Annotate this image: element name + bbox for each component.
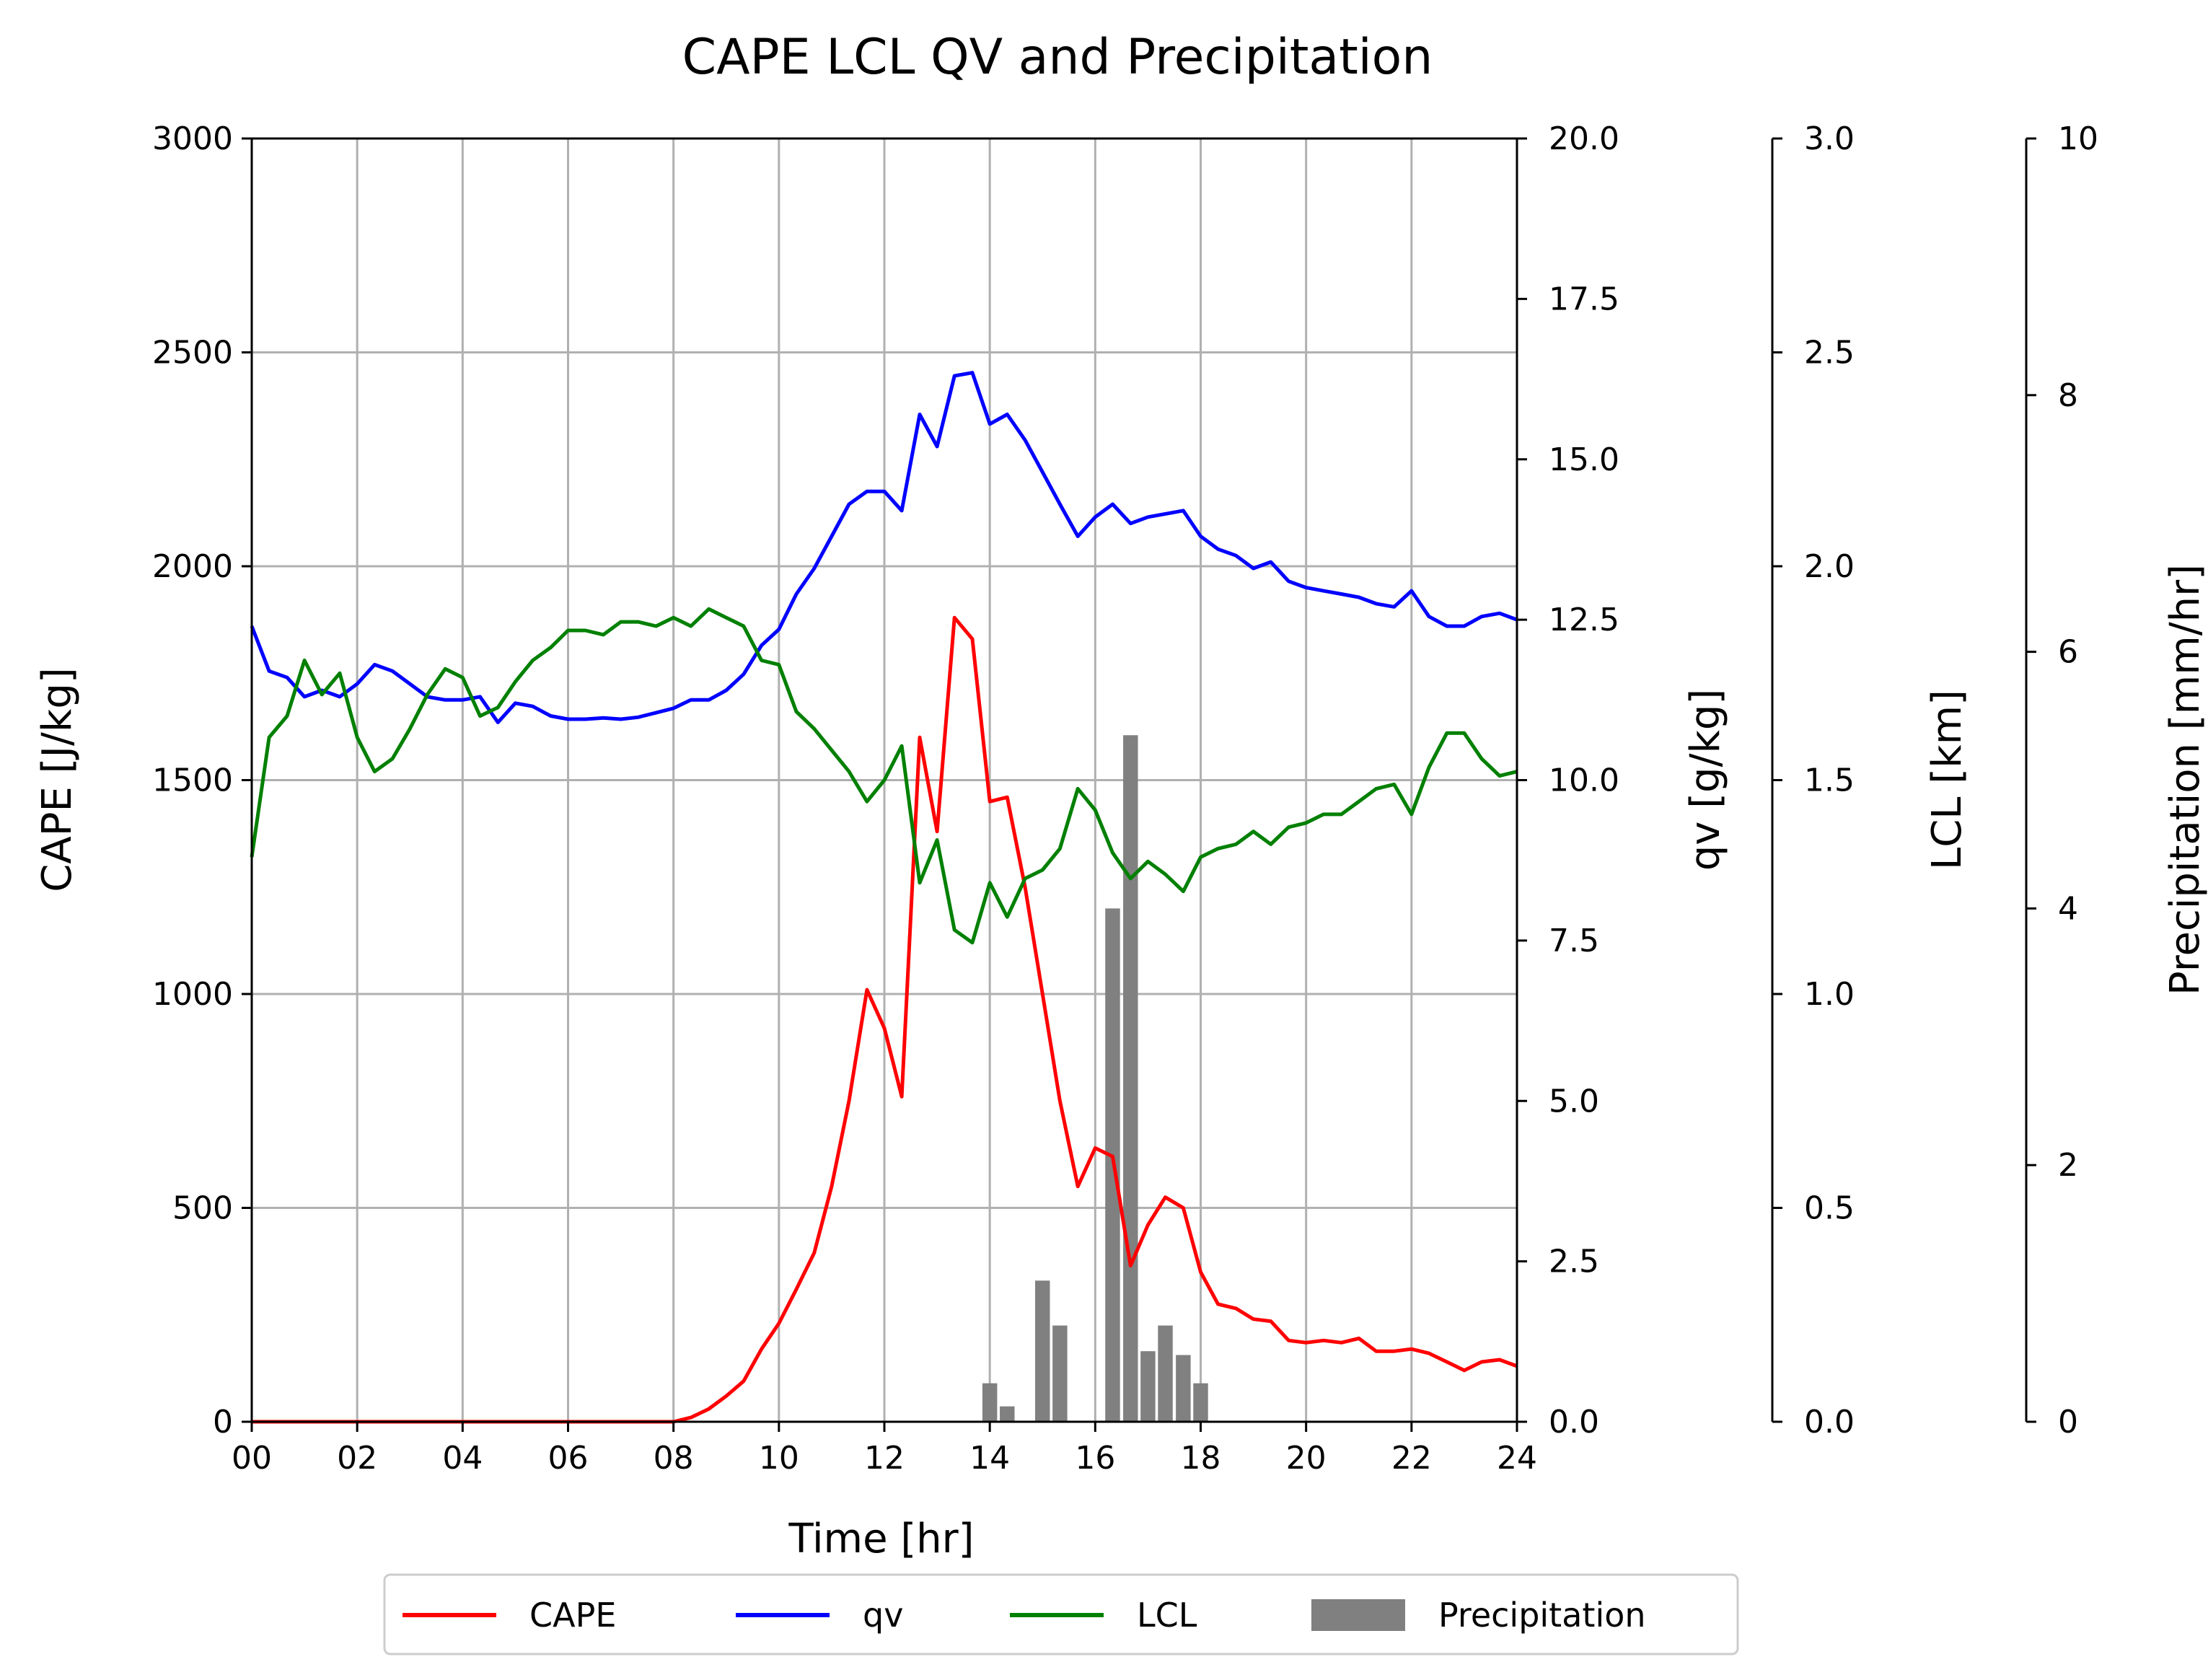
cape-tick-label: 1500 [152,762,233,799]
x-tick-label: 18 [1181,1440,1221,1477]
qv-tick-label: 17.5 [1549,281,1619,317]
cape-tick-label: 500 [172,1190,233,1227]
precipitation-bar [1000,1406,1015,1422]
lcl-line [250,607,1518,945]
qv-axis-label: qv [g/kg] [1682,689,1729,871]
legend-label: Precipitation [1438,1596,1646,1635]
cape-axis-label: CAPE [J/kg] [34,667,81,892]
cape-tick-label: 2500 [152,335,233,371]
precipitation-bar [1193,1383,1208,1422]
cape-tick-label: 1000 [152,976,233,1013]
legend: CAPE qv LCL Precipitation [383,1573,1739,1655]
qv-tick-label: 5.0 [1549,1083,1599,1120]
precipitation-bar [1158,1325,1173,1422]
legend-label: LCL [1137,1596,1197,1635]
x-tick-label: 16 [1075,1440,1115,1477]
precipitation-bar [1123,735,1138,1422]
legend-label: qv [863,1596,903,1635]
x-tick-label: 04 [442,1440,483,1477]
precip-tick-label: 8 [2058,377,2078,414]
precipitation-bar [1035,1280,1050,1422]
qv-tick-label: 10.0 [1549,762,1619,799]
lcl-tick-label: 1.5 [1804,762,1855,799]
legend-swatch [1311,1599,1405,1631]
legend-label: CAPE [529,1596,616,1635]
qv-tick-label: 15.0 [1549,441,1619,478]
x-tick-label: 14 [969,1440,1010,1477]
x-tick-label: 02 [337,1440,377,1477]
qv-line [250,371,1518,724]
cape-tick-label: 0 [213,1404,233,1441]
lcl-tick-label: 2.0 [1804,548,1855,585]
precip-tick-label: 6 [2058,634,2078,671]
lcl-tick-label: 3.0 [1804,120,1855,157]
qv-tick-label: 7.5 [1549,923,1599,959]
cape-tick-label: 3000 [152,120,233,157]
lcl-axis-label: LCL [km] [1924,690,1971,870]
x-tick-label: 20 [1286,1440,1327,1477]
precip-axis-label: Precipitation [mm/hr] [2162,564,2208,995]
x-tick-label: 10 [759,1440,799,1477]
lcl-tick-label: 0.0 [1804,1404,1855,1441]
lcl-tick-label: 2.5 [1804,335,1855,371]
precip-tick-label: 4 [2058,890,2078,927]
precipitation-bar [1140,1351,1156,1422]
x-tick-label: 06 [548,1440,589,1477]
x-tick-label: 22 [1391,1440,1432,1477]
axes: 00 02 04 06 08 10 12 14 16 18 20 22 2405001000150020… [34,120,2208,1477]
precip-tick-label: 2 [2058,1147,2078,1184]
x-tick-label: 00 [232,1440,272,1477]
chart-title: CAPE LCL QV and Precipitation [682,29,1433,86]
precip-tick-label: 0 [2058,1404,2078,1441]
qv-tick-label: 2.5 [1549,1244,1599,1280]
qv-tick-label: 12.5 [1549,602,1619,638]
cape-tick-label: 2000 [152,548,233,585]
lcl-tick-label: 0.5 [1804,1190,1855,1227]
precipitation-bar [982,1383,998,1422]
precip-tick-label: 10 [2058,120,2098,157]
precipitation-bar [1176,1355,1191,1422]
x-axis-label: Time [hr] [788,1516,974,1562]
x-tick-label: 08 [654,1440,694,1477]
qv-tick-label: 0.0 [1549,1404,1599,1441]
qv-tick-label: 20.0 [1549,120,1619,157]
x-tick-label: 24 [1497,1440,1537,1477]
x-tick-label: 12 [864,1440,905,1477]
lcl-tick-label: 1.0 [1804,976,1855,1013]
precipitation-bar [1052,1325,1068,1422]
